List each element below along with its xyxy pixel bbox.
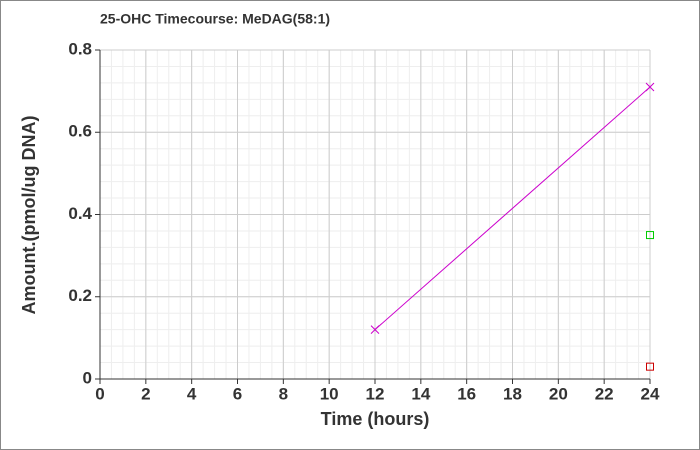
x-tick-label: 16 xyxy=(457,384,476,403)
y-axis-label: Amount.(pmol/ug DNA) xyxy=(19,116,39,315)
x-axis-label: Time (hours) xyxy=(321,409,430,429)
x-tick-label: 12 xyxy=(366,384,385,403)
point-marker xyxy=(370,325,380,335)
point-marker xyxy=(646,362,654,371)
chart-title: 25-OHC Timecourse: MeDAG(58:1) xyxy=(100,11,330,27)
y-tick-label: 0.6 xyxy=(68,122,92,141)
x-tick-label: 14 xyxy=(411,384,430,403)
y-tick-label: 0 xyxy=(83,368,92,387)
x-tick-label: 24 xyxy=(641,384,660,403)
x-tick-label: 2 xyxy=(141,384,150,403)
x-tick-label: 0 xyxy=(95,384,104,403)
x-tick-label: 8 xyxy=(279,384,288,403)
y-tick-label: 0.4 xyxy=(68,204,92,223)
series-line xyxy=(374,86,651,331)
point-marker xyxy=(646,231,654,240)
y-tick-label: 0.8 xyxy=(68,39,92,58)
x-tick-label: 6 xyxy=(233,384,242,403)
x-tick-label: 10 xyxy=(320,384,339,403)
point-marker xyxy=(645,82,655,92)
x-tick-label: 22 xyxy=(595,384,614,403)
x-tick-label: 20 xyxy=(549,384,568,403)
x-tick-label: 4 xyxy=(187,384,197,403)
y-tick-label: 0.2 xyxy=(68,286,92,305)
x-tick-label: 18 xyxy=(503,384,522,403)
